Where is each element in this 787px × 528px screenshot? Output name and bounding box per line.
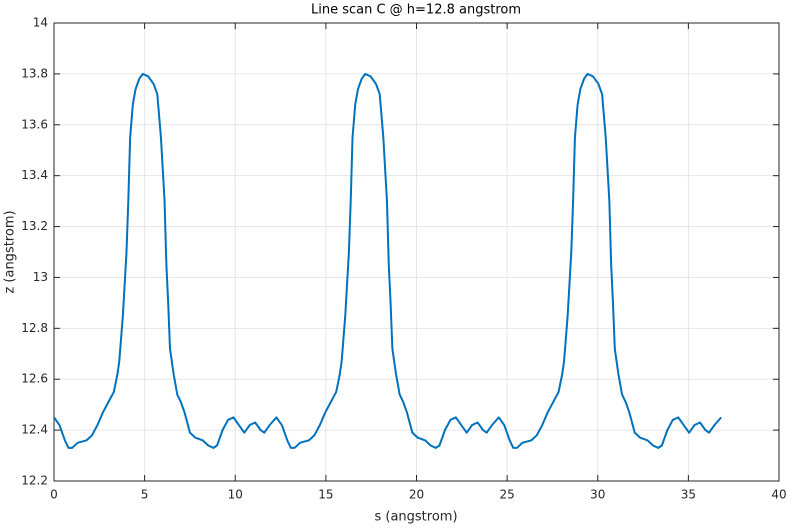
chart-title: Line scan C @ h=12.8 angstrom	[311, 3, 521, 18]
x-tick-label: 10	[228, 488, 243, 502]
x-tick-label: 20	[409, 488, 424, 502]
y-tick-label: 13	[33, 270, 48, 284]
x-tick-label: 30	[590, 488, 605, 502]
x-tick-label: 40	[771, 488, 786, 502]
y-axis-label: z (angstrom)	[3, 210, 18, 293]
y-tick-label: 13.8	[21, 66, 48, 80]
x-tick-label: 0	[50, 488, 58, 502]
y-tick-label: 14	[33, 16, 48, 30]
y-tick-label: 12.6	[21, 372, 48, 386]
y-tick-label: 13.4	[21, 168, 48, 182]
y-tick-label: 12.8	[21, 321, 48, 335]
x-tick-label: 35	[681, 488, 696, 502]
y-tick-label: 13.6	[21, 117, 48, 131]
x-tick-label: 25	[499, 488, 514, 502]
data-line	[53, 72, 722, 449]
x-axis-label: s (angstrom)	[374, 510, 457, 525]
x-tick-label: 15	[318, 488, 333, 502]
y-tick-label: 12.4	[21, 423, 48, 437]
y-tick-label: 13.2	[21, 219, 48, 233]
y-tick-label: 12.2	[21, 474, 48, 488]
x-tick-label: 5	[141, 488, 149, 502]
axes-box	[53, 22, 780, 482]
